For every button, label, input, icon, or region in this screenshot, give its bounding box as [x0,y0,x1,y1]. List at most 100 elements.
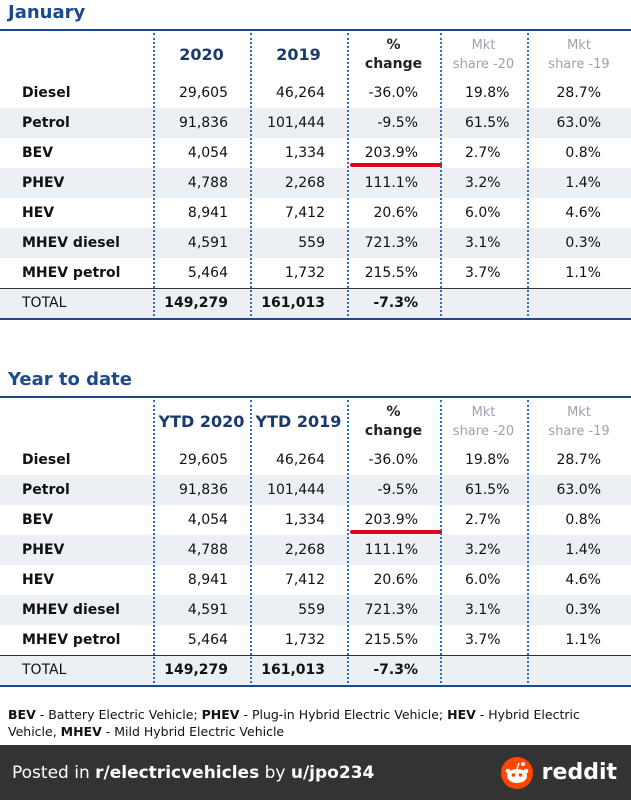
cell-value: 0.8% [565,144,601,161]
column-divider [347,33,349,316]
column-divider [440,400,442,683]
cell-value: 7,412 [284,204,325,221]
cell-value: 61.5% [465,114,510,131]
cell-value: 8,941 [187,204,228,221]
cell-value: 203.9% [364,511,418,528]
cell-value: 61.5% [465,481,510,498]
cell-value: 721.3% [364,234,418,251]
cell-value: 215.5% [364,631,418,648]
cell-value: 3.2% [465,174,501,191]
definition: - Mild Hybrid Electric Vehicle [101,724,285,739]
cell-value: 1,334 [284,144,325,161]
cell-value: -9.5% [377,481,418,498]
cell-value: 1,732 [284,264,325,281]
row-label: TOTAL [22,661,67,678]
row-label: Diesel [22,84,71,101]
column-divider [153,33,155,316]
column-header: 2020 [179,45,224,64]
column-header: % change [364,403,423,439]
column-divider [250,33,252,316]
row-shade [0,655,631,685]
cell-value: 4.6% [565,204,601,221]
footnote: BEV - Battery Electric Vehicle; PHEV - P… [8,706,608,740]
section-title: January [8,2,86,23]
definition: - Hybrid Electric Vehicle, [8,707,584,739]
column-header: Mkt share -19 [548,404,610,439]
row-label: MHEV diesel [22,234,120,251]
bottom-rule [0,318,631,320]
cell-value: 28.7% [556,451,601,468]
cell-value: 149,279 [164,294,228,311]
top-rule [0,396,631,398]
cell-value: 3.1% [465,601,501,618]
cell-value: 1.4% [565,174,601,191]
row-shade [0,228,631,258]
cell-value: 46,264 [276,451,325,468]
row-shade [0,288,631,318]
cell-value: 2.7% [465,144,501,161]
cell-value: 4.6% [565,571,601,588]
row-label: PHEV [22,541,65,558]
cell-value: 29,605 [179,451,228,468]
cell-value: 28.7% [556,84,601,101]
cell-value: 5,464 [187,264,228,281]
column-divider [527,33,529,316]
row-label: MHEV diesel [22,601,120,618]
cell-value: 29,605 [179,84,228,101]
row-label: Diesel [22,451,71,468]
total-rule [0,288,631,289]
cell-value: 7,412 [284,571,325,588]
cell-value: 559 [298,234,325,251]
cell-value: 1,732 [284,631,325,648]
column-divider [153,400,155,683]
row-label: Petrol [22,114,70,131]
definition: - Plug-in Hybrid Electric Vehicle; [239,707,448,722]
cell-value: 149,279 [164,661,228,678]
cell-value: -9.5% [377,114,418,131]
highlight-underline [350,163,442,167]
section-title: Year to date [8,369,132,390]
column-header: Mkt share -20 [452,37,515,72]
cell-value: 4,591 [187,234,228,251]
cell-value: 215.5% [364,264,418,281]
total-rule [0,655,631,656]
cell-value: 3.7% [465,631,501,648]
cell-value: 1.1% [565,631,601,648]
cell-value: -7.3% [373,294,418,311]
row-shade [0,595,631,625]
cell-value: 111.1% [364,174,418,191]
brand: reddit [500,745,617,800]
row-label: PHEV [22,174,65,191]
cell-value: 4,788 [187,174,228,191]
column-divider [250,400,252,683]
cell-value: 721.3% [364,601,418,618]
row-shade [0,108,631,138]
abbreviation: BEV [8,707,36,722]
bottom-rule [0,685,631,687]
definition: - Battery Electric Vehicle; [35,707,202,722]
cell-value: 91,836 [179,481,228,498]
cell-value: 0.8% [565,511,601,528]
cell-value: 2,268 [284,174,325,191]
link: r/electricvehicles [95,762,260,783]
cell-value: 19.8% [465,451,510,468]
posted-text: Posted in [12,762,96,783]
cell-value: 91,836 [179,114,228,131]
column-header: YTD 2019 [255,412,342,431]
row-shade [0,168,631,198]
cell-value: 20.6% [373,571,418,588]
cell-value: 8,941 [187,571,228,588]
cell-value: 0.3% [565,234,601,251]
reddit-logo [500,756,533,789]
cell-value: 2.7% [465,511,501,528]
row-label: BEV [22,511,54,528]
row-label: HEV [22,204,55,221]
column-header: Mkt share -20 [452,404,515,439]
cell-value: 3.2% [465,541,501,558]
row-shade [0,475,631,505]
cell-value: 161,013 [261,661,325,678]
cell-value: 559 [298,601,325,618]
column-header: Mkt share -19 [548,37,610,72]
reddit-bar: Posted in r/electricvehicles by u/jpo234… [0,745,631,800]
